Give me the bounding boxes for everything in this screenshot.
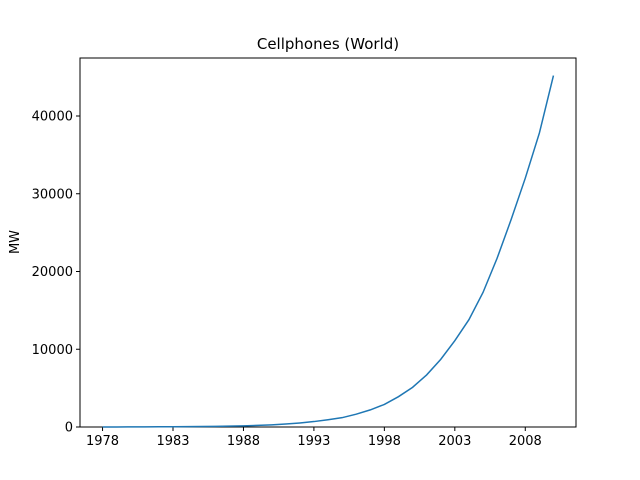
y-tick-label: 0 bbox=[65, 421, 73, 436]
x-tick-label: 1993 bbox=[297, 434, 330, 449]
x-tick-label: 2003 bbox=[438, 434, 471, 449]
x-tick-label: 1978 bbox=[86, 434, 119, 449]
x-tick-label: 1988 bbox=[227, 434, 260, 449]
y-axis-label: MW bbox=[8, 230, 23, 254]
line-series bbox=[102, 75, 555, 428]
chart-title: Cellphones (World) bbox=[257, 35, 399, 53]
y-tick-label: 30000 bbox=[32, 187, 73, 202]
plot-frame bbox=[79, 57, 577, 428]
x-tick-label: 1998 bbox=[368, 434, 401, 449]
x-tick-label: 2008 bbox=[509, 434, 542, 449]
y-tick-label: 20000 bbox=[32, 265, 73, 280]
x-tick-label: 1983 bbox=[156, 434, 189, 449]
y-tick-label: 40000 bbox=[32, 110, 73, 125]
y-tick-label: 10000 bbox=[32, 343, 73, 358]
